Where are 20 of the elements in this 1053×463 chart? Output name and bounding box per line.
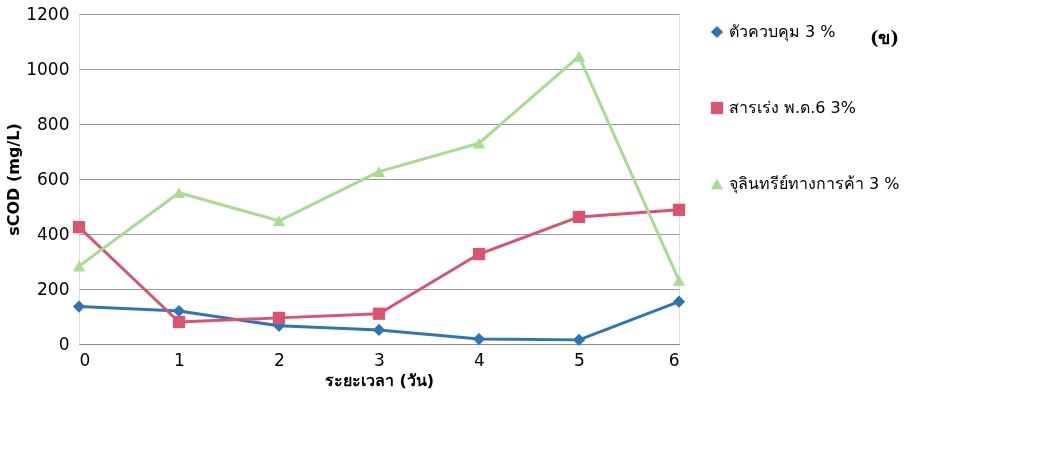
x-tick-label: 3 — [374, 349, 385, 370]
x-tick-label: 6 — [668, 349, 680, 370]
x-axis-title: ระยะเวลา (วัน) — [324, 370, 435, 390]
y-tick-label: 600 — [37, 168, 70, 189]
text: (ข) — [869, 27, 899, 48]
legend-label: จุลินทรีย์ทางการค้า 3 % — [729, 174, 900, 194]
legend-label: สารเร่ง พ.ด.6 3% — [729, 98, 856, 117]
legend-label: ตัวควบคุม 3 % — [729, 22, 836, 42]
x-tick-label: 4 — [474, 349, 485, 370]
y-tick-label: 400 — [37, 223, 70, 244]
y-tick-label: 1000 — [26, 58, 70, 79]
x-tick-label: 2 — [274, 349, 285, 370]
y-tick-label: 0 — [58, 333, 70, 354]
y-tick-label: 800 — [37, 113, 70, 134]
y-axis-title: sCOD (mg/L) — [4, 123, 24, 236]
x-tick-label: 1 — [174, 349, 185, 370]
y-tick-label: 200 — [37, 278, 70, 299]
y-tick-label: 1200 — [26, 3, 70, 24]
x-tick-label: 0 — [79, 349, 91, 370]
x-tick-label: 5 — [574, 349, 585, 370]
